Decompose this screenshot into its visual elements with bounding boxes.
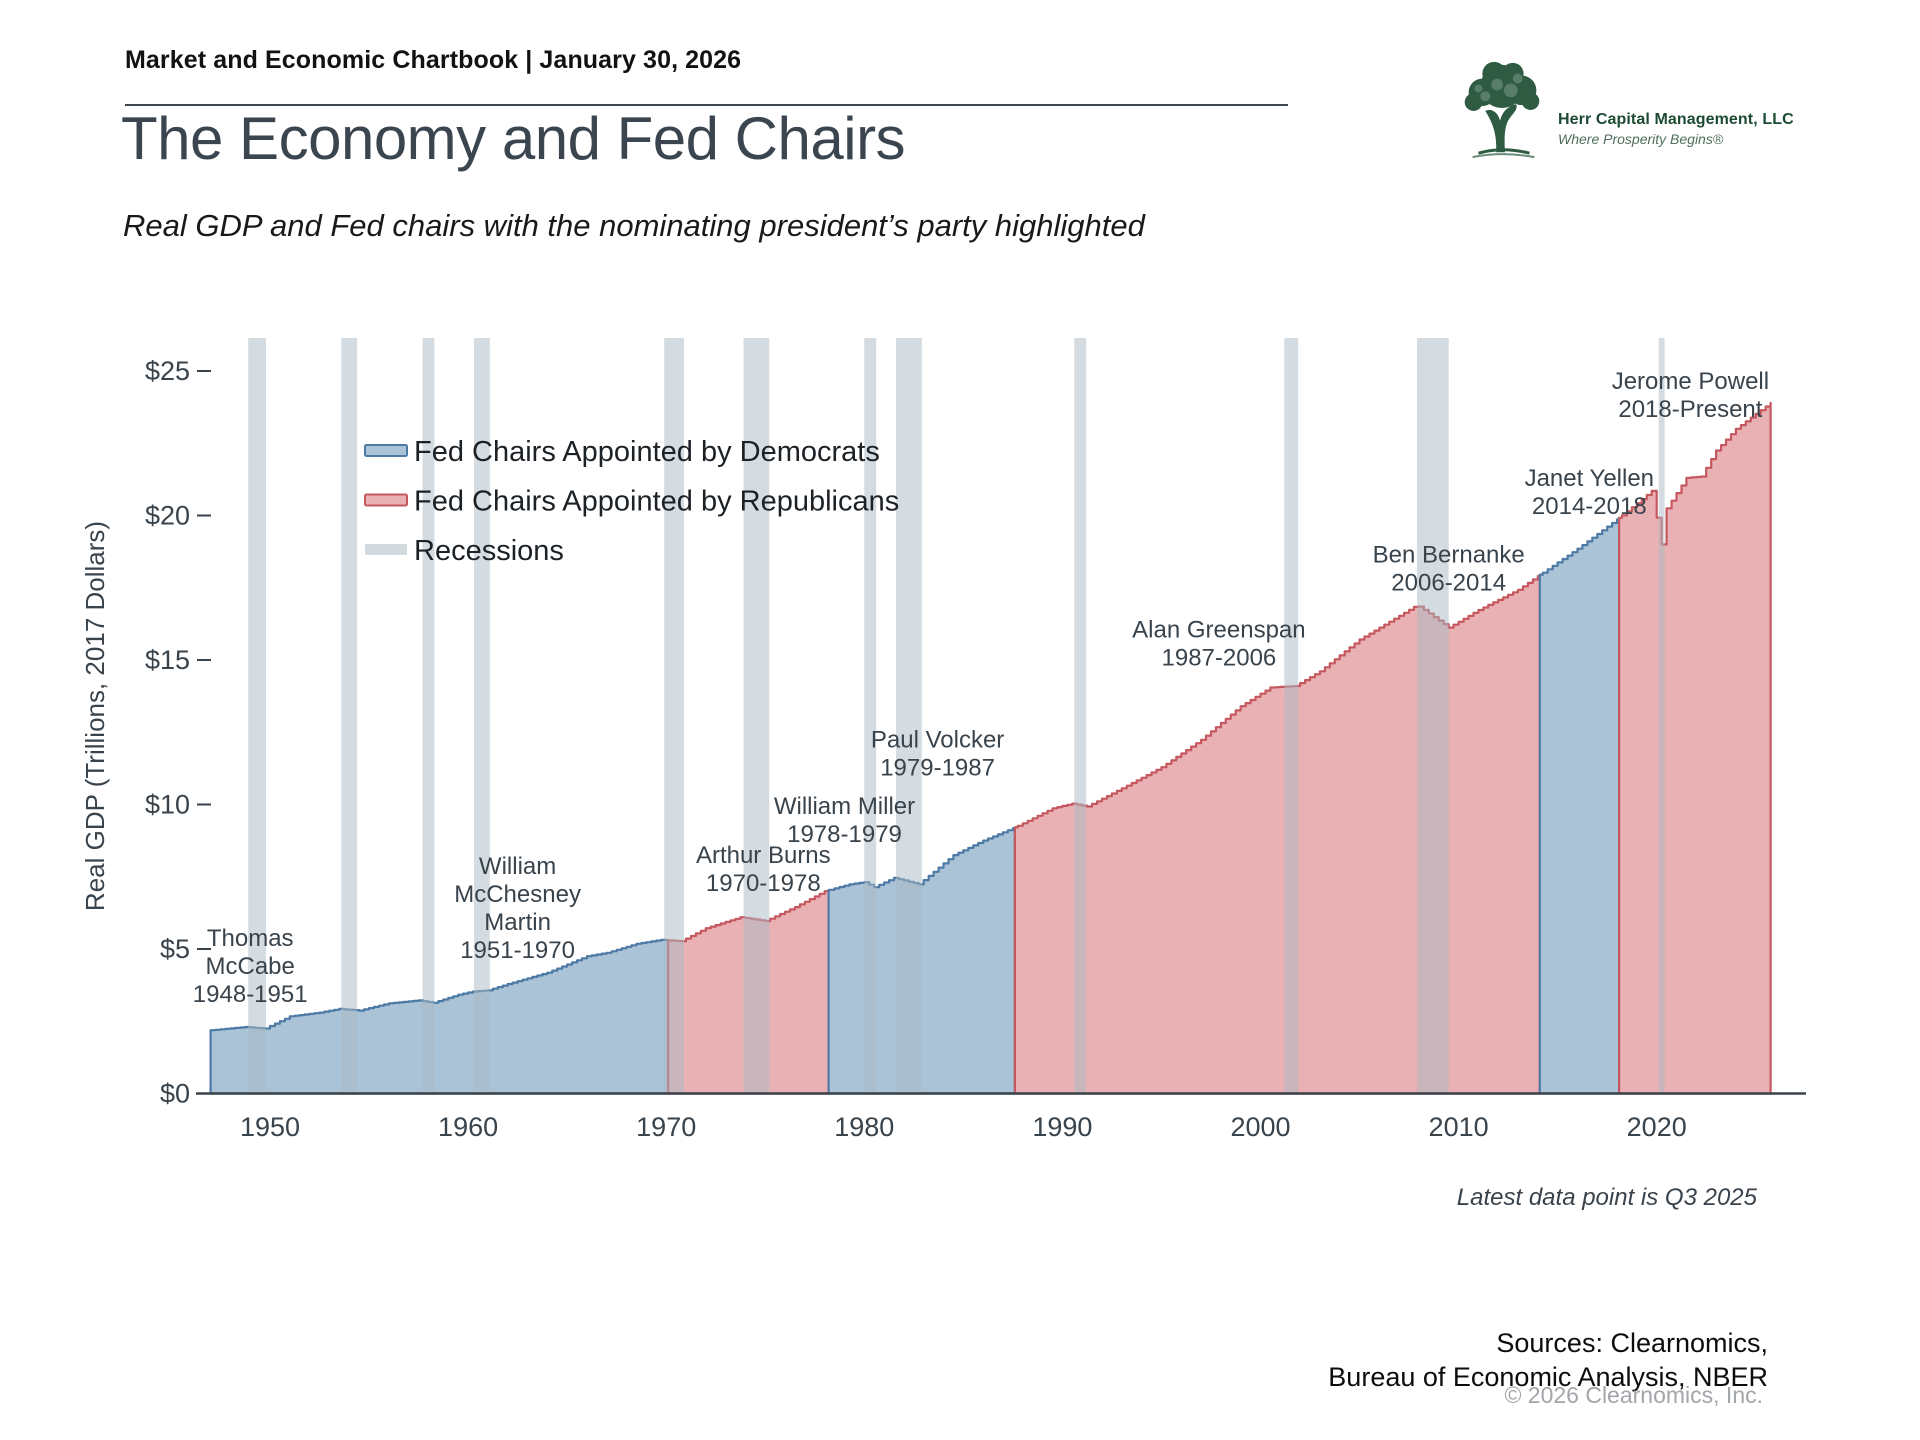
y-tick-label: $15	[145, 645, 190, 675]
annotation-line: Janet Yellen	[1525, 465, 1654, 492]
legend-swatch	[364, 493, 408, 507]
x-tick-label: 1990	[1032, 1112, 1092, 1142]
recession-band	[743, 338, 770, 1094]
annotation-line: 2014-2018	[1532, 493, 1647, 520]
recession-band	[1074, 338, 1087, 1094]
legend-item: Fed Chairs Appointed by Democrats	[364, 436, 880, 468]
annotation-line: McChesney	[454, 881, 581, 908]
x-tick-label: 2020	[1627, 1112, 1687, 1142]
copyright-note: © 2026 Clearnomics, Inc.	[1504, 1382, 1763, 1408]
y-axis-title: Real GDP (Trillions, 2017 Dollars)	[80, 521, 110, 911]
annotation-line: 1979-1987	[880, 755, 995, 782]
gdp-area-republican	[1618, 401, 1772, 1095]
recession-band	[1284, 338, 1299, 1094]
y-tick-label: $5	[160, 934, 190, 964]
sources-line-2: Bureau of Economic Analysis, NBER	[1328, 1362, 1768, 1392]
gdp-area-democrat	[1538, 516, 1621, 1095]
recession-band	[341, 338, 358, 1094]
page-subtitle: Real GDP and Fed chairs with the nominat…	[123, 208, 1145, 243]
annotation-line: 2018-Present	[1618, 396, 1762, 423]
gdp-area-democrat	[209, 938, 670, 1095]
legend-swatch	[364, 444, 408, 457]
annotation-line: McCabe	[206, 953, 295, 980]
annotation-line: Arthur Burns	[696, 842, 831, 869]
annotation-line: Thomas	[207, 925, 294, 952]
header-divider	[125, 104, 1288, 106]
legend-label: Fed Chairs Appointed by Democrats	[414, 436, 880, 468]
recession-band	[1658, 338, 1665, 1094]
tree-icon	[1464, 61, 1540, 159]
annotation-line: 1978-1979	[787, 821, 902, 848]
annotation-line: Alan Greenspan	[1132, 617, 1305, 644]
sources-note: Sources: Clearnomics, Bureau of Economic…	[1328, 1326, 1768, 1394]
annotation-line: 2006-2014	[1391, 570, 1506, 597]
chartbook-label: Market and Economic Chartbook | January …	[125, 46, 742, 74]
annotation-line: William Miller	[774, 793, 915, 820]
x-tick-label: 2010	[1429, 1112, 1489, 1142]
company-tagline: Where Prosperity Begins®	[1558, 131, 1724, 147]
latest-data-note: Latest data point is Q3 2025	[1456, 1184, 1757, 1211]
x-tick-label: 1950	[240, 1112, 300, 1142]
legend-label: Recessions	[414, 535, 564, 567]
y-tick-label: $0	[160, 1079, 190, 1109]
annotation-line: Jerome Powell	[1612, 368, 1769, 395]
annotation-line: Paul Volcker	[871, 727, 1004, 754]
recession-band	[664, 338, 684, 1094]
recession-band	[896, 338, 922, 1094]
annotation-line: Ben Bernanke	[1373, 542, 1525, 569]
annotation-line: Martin	[484, 909, 551, 936]
legend-label: Fed Chairs Appointed by Republicans	[414, 486, 899, 518]
x-tick-label: 1970	[636, 1112, 696, 1142]
company-name: Herr Capital Management, LLC	[1558, 111, 1794, 128]
page-title: The Economy and Fed Chairs	[121, 105, 906, 172]
annotation-line: 1951-1970	[460, 937, 575, 964]
y-tick-label: $20	[145, 501, 190, 531]
sources-line-1: Sources: Clearnomics,	[1496, 1328, 1768, 1358]
annotation-line: 1970-1978	[706, 870, 821, 897]
x-tick-label: 1960	[438, 1112, 498, 1142]
y-tick-label: $25	[145, 356, 190, 386]
recession-band	[474, 338, 490, 1094]
y-tick-label: $10	[145, 790, 190, 820]
x-tick-label: 1980	[834, 1112, 894, 1142]
legend-item: Recessions	[365, 535, 564, 567]
recession-band	[864, 338, 877, 1094]
legend-item: Fed Chairs Appointed by Republicans	[364, 486, 899, 518]
recession-band	[1417, 338, 1449, 1094]
recession-band	[422, 338, 435, 1094]
recession-band	[248, 338, 266, 1094]
company-logo: Herr Capital Management, LLC Where Prosp…	[1452, 55, 1794, 163]
annotation-line: 1948-1951	[193, 981, 308, 1008]
annotation-line: William	[479, 853, 556, 880]
gdp-area-republican	[1013, 573, 1541, 1095]
x-tick-label: 2000	[1230, 1112, 1290, 1142]
legend-swatch	[365, 544, 407, 555]
annotation-line: 1987-2006	[1162, 645, 1277, 672]
